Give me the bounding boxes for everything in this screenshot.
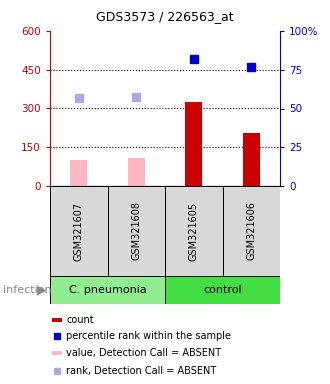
- Text: C. pneumonia: C. pneumonia: [69, 285, 147, 295]
- Text: infection: infection: [3, 285, 52, 295]
- Bar: [52, 351, 62, 355]
- Bar: [108, 186, 165, 276]
- Bar: [243, 133, 260, 186]
- Text: control: control: [203, 285, 242, 295]
- Text: GSM321606: GSM321606: [246, 202, 256, 260]
- Bar: [50, 186, 108, 276]
- Text: GDS3573 / 226563_at: GDS3573 / 226563_at: [96, 10, 234, 23]
- Text: rank, Detection Call = ABSENT: rank, Detection Call = ABSENT: [66, 366, 216, 376]
- Bar: [50, 276, 165, 304]
- Text: ▶: ▶: [37, 283, 47, 296]
- Text: count: count: [66, 314, 94, 324]
- Bar: [185, 102, 202, 186]
- Bar: [70, 160, 87, 186]
- Text: GSM321605: GSM321605: [189, 202, 199, 261]
- Text: value, Detection Call = ABSENT: value, Detection Call = ABSENT: [66, 348, 221, 358]
- Text: GSM321607: GSM321607: [74, 202, 84, 261]
- Bar: [128, 158, 145, 186]
- Bar: [52, 318, 62, 322]
- Bar: [165, 186, 222, 276]
- Text: GSM321608: GSM321608: [131, 202, 141, 260]
- Bar: [165, 276, 280, 304]
- Bar: [222, 186, 280, 276]
- Text: percentile rank within the sample: percentile rank within the sample: [66, 331, 231, 341]
